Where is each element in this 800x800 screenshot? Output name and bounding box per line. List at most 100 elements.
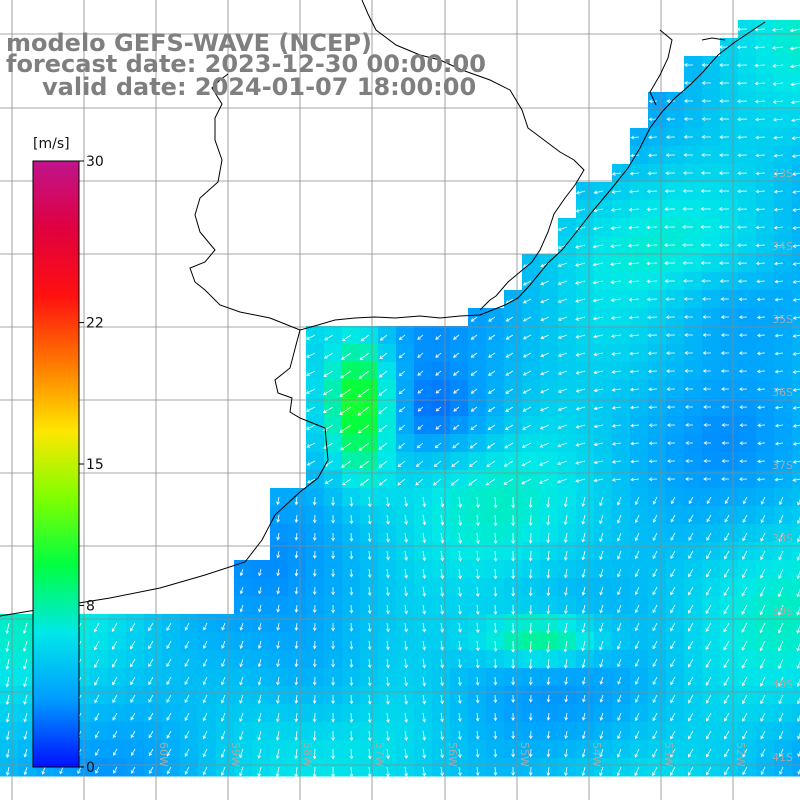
wind-arrow [111, 622, 118, 632]
wind-arrow [440, 676, 443, 686]
wind-arrow [379, 370, 388, 378]
wind-arrowhead [422, 664, 427, 669]
wind-arrow [600, 694, 604, 702]
wind-arrowhead [724, 735, 728, 740]
wind-arrow [240, 640, 244, 649]
speed-cell [594, 182, 613, 201]
wind-arrowhead [257, 608, 262, 613]
wind-arrow [576, 352, 586, 356]
speed-cell [702, 92, 721, 111]
wind-arrow [23, 622, 28, 634]
wind-arrowhead [202, 735, 207, 740]
wind-arrowhead [593, 424, 598, 429]
wind-arrow [741, 586, 748, 597]
wind-arrowhead [772, 99, 777, 104]
wind-arrowhead [349, 773, 354, 778]
speed-cell [630, 434, 649, 453]
wind-arrow [131, 748, 136, 756]
speed-cell [468, 344, 487, 363]
wind-arrowhead [773, 117, 777, 122]
wind-arrow [417, 442, 424, 449]
wind-arrow [359, 460, 370, 469]
wind-arrowhead [575, 479, 579, 483]
wind-arrowhead [581, 556, 586, 561]
wind-arrowhead [546, 539, 551, 544]
wind-arrowhead [148, 770, 153, 774]
wind-arrowhead [627, 243, 632, 248]
wind-arrowhead [648, 405, 653, 410]
wind-arrowhead [683, 117, 688, 121]
wind-arrowhead [258, 590, 262, 595]
speed-cell [756, 362, 775, 381]
wind-arrowhead [773, 225, 778, 230]
wind-arrowhead [634, 609, 639, 614]
speed-cell [612, 272, 631, 291]
wind-arrow [778, 550, 784, 560]
wind-arrowhead [422, 503, 427, 508]
wind-arrowhead [458, 664, 462, 669]
wind-arrowhead [774, 405, 779, 410]
wind-arrow [688, 496, 694, 504]
wind-arrowhead [741, 574, 746, 579]
wind-arrow [612, 442, 622, 445]
wind-arrowhead [634, 717, 639, 722]
wind-arrowhead [738, 369, 743, 374]
wind-arrowhead [564, 772, 568, 777]
speed-cell [558, 326, 577, 345]
wind-arrowhead [93, 628, 98, 633]
speed-cell [378, 326, 397, 345]
wind-arrowhead [451, 463, 455, 468]
wind-arrow [239, 766, 244, 776]
wind-arrow [630, 388, 640, 391]
wind-arrow [277, 568, 280, 576]
wind-arrow [77, 766, 82, 774]
wind-arrowhead [721, 441, 726, 445]
title-valid-date: valid date: 2024-01-07 18:00:00 [42, 73, 477, 101]
title-forecast-date: forecast date: 2023-12-30 00:00:00 [6, 50, 486, 78]
wind-arrowhead [757, 459, 761, 464]
wind-arrow [440, 568, 444, 579]
wind-arrow [629, 208, 640, 211]
wind-arrow [386, 586, 389, 596]
colorbar-tick-label: 0 [86, 760, 95, 776]
wind-arrowhead [629, 189, 633, 194]
speed-cell [792, 182, 800, 201]
wind-arrow [774, 172, 784, 175]
speed-cell [720, 182, 739, 201]
wind-arrowhead [616, 537, 621, 542]
wind-arrowhead [458, 575, 462, 580]
wind-arrowhead [546, 630, 550, 635]
speed-cell [648, 362, 667, 381]
wind-arrowhead [546, 592, 551, 597]
wind-arrow [417, 370, 424, 376]
speed-cell [792, 740, 800, 759]
wind-arrowhead [540, 335, 545, 340]
wind-arrow [422, 496, 426, 507]
wind-arrowhead [367, 664, 372, 669]
wind-arrow [775, 298, 784, 301]
wind-arrow [593, 280, 604, 284]
wind-arrow [488, 352, 496, 358]
wind-arrowhead [630, 441, 634, 446]
wind-arrow [368, 694, 371, 704]
wind-arrow [635, 550, 640, 559]
wind-arrowhead [493, 522, 498, 527]
wind-arrowhead [557, 479, 561, 484]
wind-arrowhead [322, 391, 327, 396]
wind-arrowhead [646, 279, 650, 284]
wind-arrowhead [792, 262, 797, 266]
wind-arrowhead [629, 369, 634, 374]
wind-arrowhead [323, 355, 328, 359]
wind-arrowhead [422, 646, 427, 651]
wind-arrow [797, 588, 800, 597]
wind-arrow [258, 730, 262, 740]
wind-arrowhead [305, 408, 310, 412]
wind-arrowhead [404, 646, 408, 651]
wind-arrow [339, 388, 352, 397]
wind-arrowhead [742, 771, 746, 776]
speed-cell [486, 470, 505, 489]
wind-arrow [360, 334, 370, 342]
wind-arrow [670, 730, 676, 739]
speed-cell [612, 362, 631, 381]
wind-arrow [307, 460, 316, 466]
